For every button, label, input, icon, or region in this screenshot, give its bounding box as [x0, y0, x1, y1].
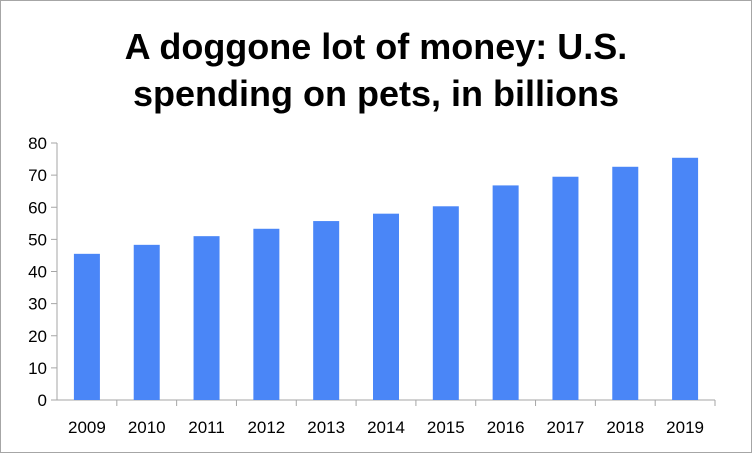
bar-2009	[73, 253, 100, 400]
x-tick-label: 2015	[427, 418, 465, 437]
bar-2014	[373, 213, 399, 400]
x-tick-label: 2014	[367, 418, 405, 437]
y-tick-label: 0	[38, 391, 47, 410]
x-tick-label: 2011	[188, 418, 225, 437]
bar-2017	[552, 176, 579, 400]
y-tick-label: 70	[28, 166, 47, 185]
bar-2018	[612, 166, 639, 400]
x-tick-label: 2009	[68, 418, 106, 437]
bar-2012	[253, 228, 280, 400]
bar-2011	[193, 236, 220, 400]
bar-2010	[133, 244, 160, 400]
y-tick-label: 50	[28, 230, 47, 249]
x-tick-label: 2016	[487, 418, 525, 437]
x-tick-label: 2012	[247, 418, 285, 437]
y-tick-label: 80	[28, 134, 47, 153]
bar-2015	[432, 206, 459, 400]
chart-title-line-1: A doggone lot of money: U.S.	[124, 26, 628, 67]
x-tick-label: 2019	[666, 418, 704, 437]
bar-2019	[672, 157, 699, 400]
x-tick-label: 2017	[547, 418, 585, 437]
bar-2013	[313, 221, 340, 400]
chart-title-line-2: spending on pets, in billions	[133, 73, 619, 114]
chart-title: A doggone lot of money: U.S. spending on…	[1, 23, 751, 117]
y-tick-label: 20	[28, 327, 47, 346]
x-tick-label: 2010	[128, 418, 166, 437]
y-tick-label: 10	[28, 359, 47, 378]
y-tick-label: 40	[28, 263, 47, 282]
y-tick-label: 30	[28, 295, 47, 314]
x-tick-label: 2018	[606, 418, 644, 437]
y-tick-label: 60	[28, 198, 47, 217]
x-tick-label: 2013	[307, 418, 345, 437]
bar-2016	[492, 185, 519, 400]
